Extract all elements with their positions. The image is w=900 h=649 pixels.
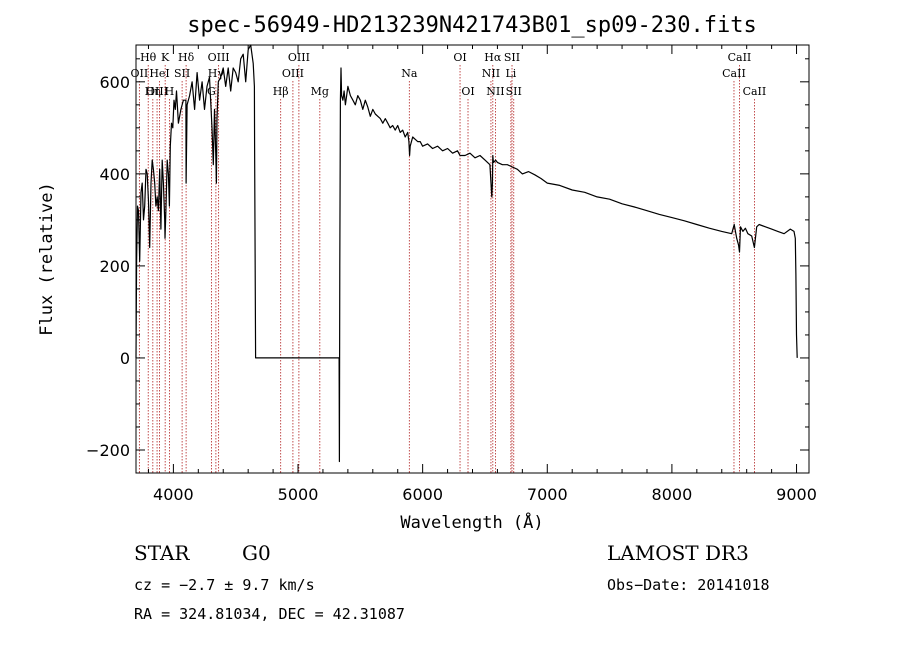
chart-title: spec-56949-HD213239N421743B01_sp09-230.f… <box>187 13 757 38</box>
marker-label: OII <box>131 67 149 80</box>
marker-label: OI <box>461 85 474 98</box>
marker-label: NII <box>482 67 500 80</box>
x-tick-label: 7000 <box>527 485 568 504</box>
marker-label: H <box>165 85 175 98</box>
marker-label: G <box>207 85 216 98</box>
marker-label: K <box>161 51 170 64</box>
x-axis-label: Wavelength (Å) <box>400 511 543 533</box>
marker-label: Li <box>505 67 516 80</box>
marker-label: OIII <box>288 51 310 64</box>
y-tick-label: 200 <box>99 257 130 276</box>
marker-label: Hβ <box>273 85 289 98</box>
marker-label: Hη <box>145 85 161 98</box>
object-type: STAR <box>134 541 190 565</box>
marker-label: CaII <box>722 67 746 80</box>
y-axis-label: Flux (relative) <box>37 182 57 336</box>
x-tick-label: 8000 <box>652 485 693 504</box>
y-tick-label: −200 <box>86 441 130 460</box>
y-tick-label: 400 <box>99 165 130 184</box>
spectrum-line <box>135 44 798 463</box>
marker-label: NII <box>486 85 504 98</box>
marker-label: HeI <box>149 67 169 80</box>
y-ticks: −200 0 200 400 600 <box>86 58 809 460</box>
marker-label: Hδ <box>178 51 195 64</box>
marker-label: Mg <box>311 85 329 98</box>
coordinates: RA = 324.81034, DEC = 42.31087 <box>134 605 405 623</box>
redshift-info: cz = −2.7 ± 9.7 km/s <box>134 576 315 594</box>
x-tick-label: 5000 <box>278 485 319 504</box>
x-tick-label: 9000 <box>776 485 817 504</box>
marker-label: OIII <box>208 51 230 64</box>
x-ticks: 4000 5000 6000 7000 8000 9000 <box>147 45 817 504</box>
marker-label: OIII <box>146 85 168 98</box>
marker-label: OI <box>453 51 466 64</box>
marker-label: OIII <box>282 67 304 80</box>
survey-name: LAMOST DR3 <box>607 541 749 565</box>
marker-label: SII <box>506 85 522 98</box>
marker-label: SII <box>174 67 190 80</box>
spectral-subclass: G0 <box>242 541 271 565</box>
marker-label: Hα <box>484 51 502 64</box>
marker-label: Na <box>401 67 418 80</box>
x-tick-label: 6000 <box>402 485 443 504</box>
plot-frame <box>135 44 810 474</box>
marker-label: SII <box>504 51 520 64</box>
y-tick-label: 600 <box>99 73 130 92</box>
marker-label: CaII <box>728 51 752 64</box>
marker-label: CaII <box>743 85 767 98</box>
obs-date: Obs−Date: 20141018 <box>607 576 770 594</box>
x-tick-label: 4000 <box>153 485 194 504</box>
y-tick-label: 0 <box>120 349 130 368</box>
marker-label: Hθ <box>140 51 157 64</box>
